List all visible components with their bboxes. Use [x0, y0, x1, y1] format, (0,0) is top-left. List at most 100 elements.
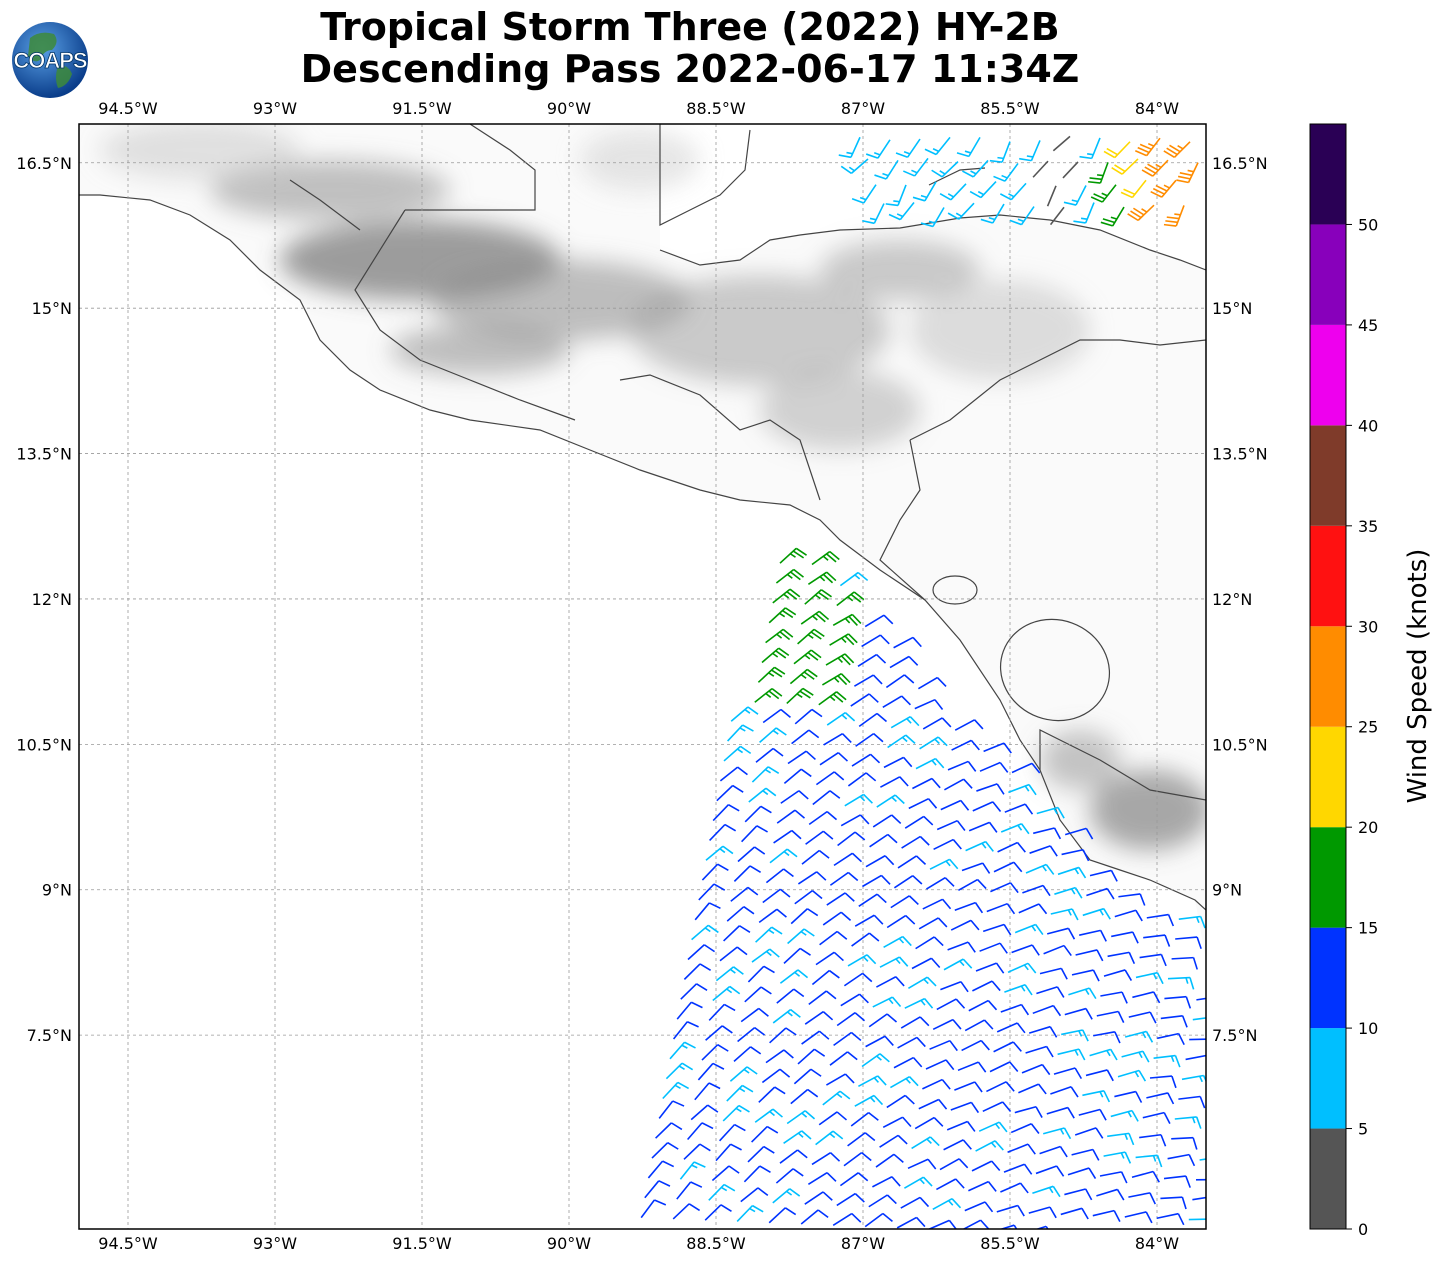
- wind-barb: [1036, 806, 1065, 819]
- wind-barb: [1139, 953, 1167, 967]
- wind-barb: [939, 183, 967, 201]
- wind-barb: [715, 966, 744, 982]
- wind-barb: [783, 947, 811, 964]
- wind-barb: [940, 980, 969, 993]
- wind-barb: [755, 747, 784, 763]
- wind-barb: [1057, 866, 1087, 879]
- wind-barb: [893, 874, 923, 889]
- wind-barb: [1046, 927, 1076, 940]
- wind-barb: [1164, 995, 1192, 1009]
- wind-barb: [679, 1161, 706, 1180]
- wind-barb: [989, 1061, 1019, 1073]
- wind-barb: [1018, 1083, 1047, 1095]
- wind-barb: [769, 1027, 797, 1044]
- wind-barb: [1050, 1086, 1079, 1098]
- wind-barb: [1117, 1069, 1147, 1082]
- wind-barb: [727, 724, 754, 742]
- wind-barb: [1118, 893, 1146, 906]
- wind-barb: [920, 207, 945, 228]
- wind-barb: [708, 1003, 736, 1021]
- wind-barb: [1157, 1032, 1185, 1046]
- wind-barb: [762, 888, 791, 904]
- wind-barb: [701, 1043, 729, 1061]
- wind-barb: [793, 1068, 822, 1085]
- wind-barb: [904, 997, 934, 1009]
- wind-barb: [980, 203, 1005, 224]
- wind-barb: [1143, 934, 1171, 947]
- wind-barb: [976, 783, 1005, 795]
- wind-barb: [808, 810, 838, 826]
- wind-barb: [868, 1013, 898, 1028]
- wind-barb: [1021, 1063, 1051, 1076]
- wind-barb: [865, 855, 895, 868]
- wind-barb: [914, 698, 944, 710]
- wind-barb: [936, 1178, 965, 1191]
- wind-barb: [1076, 1228, 1080, 1229]
- wind-barb: [1007, 962, 1037, 974]
- wind-barb: [874, 159, 899, 180]
- wind-barb: [1160, 1196, 1187, 1210]
- lat-tick-label-right: 13.5°N: [1212, 445, 1268, 464]
- wind-barb: [1096, 1010, 1125, 1023]
- wind-barb: [1093, 1031, 1121, 1044]
- wind-barb: [939, 1158, 969, 1171]
- wind-barb: [704, 1204, 732, 1221]
- wind-barb: [907, 976, 937, 990]
- wind-barb: [1032, 1185, 1061, 1198]
- wind-barb: [1160, 1014, 1188, 1028]
- wind-barb: [811, 550, 840, 566]
- wind-barb: [744, 986, 772, 1003]
- wind-barb: [658, 1100, 685, 1119]
- wind-barb: [850, 1111, 879, 1127]
- wind-barb: [865, 1035, 894, 1048]
- wind-barb: [858, 712, 888, 728]
- wind-barb: [900, 1016, 930, 1029]
- wind-barb: [954, 901, 984, 914]
- wind-barb: [818, 691, 847, 706]
- wind-barb: [1100, 991, 1128, 1004]
- wind-barb: [1003, 1163, 1033, 1175]
- wind-barb: [1043, 944, 1072, 957]
- wind-barb: [879, 1134, 908, 1148]
- wind-barb: [840, 158, 869, 175]
- wind-barb: [954, 719, 984, 731]
- wind-barb: [890, 716, 920, 729]
- wind-barb: [776, 809, 806, 824]
- wind-barb: [933, 838, 962, 851]
- wind-barb: [893, 636, 922, 649]
- wind-barb: [1032, 1004, 1062, 1017]
- lat-tick-label-right: 7.5°N: [1212, 1026, 1257, 1045]
- wind-barb: [800, 1209, 829, 1225]
- wind-barb: [783, 1130, 812, 1145]
- colorbar-label: Wind Speed (knots): [1403, 548, 1433, 804]
- wind-barb: [1135, 1154, 1163, 1168]
- wind-barb: [922, 898, 952, 910]
- wind-barb: [887, 734, 916, 749]
- wind-barb: [768, 607, 797, 624]
- land-mass: [79, 124, 1206, 960]
- wind-barb: [665, 1062, 694, 1080]
- lon-tick-label-top: 87°W: [841, 99, 885, 118]
- wind-barb: [1014, 923, 1044, 936]
- wind-barb: [993, 1041, 1022, 1053]
- wind-barb: [1079, 137, 1101, 160]
- wind-barb: [922, 717, 952, 730]
- wind-barb: [1192, 1196, 1206, 1201]
- lat-tick-label-right: 10.5°N: [1212, 735, 1268, 754]
- wind-barb: [726, 906, 755, 922]
- wind-barb: [954, 1081, 983, 1093]
- wind-barb: [943, 958, 973, 971]
- wind-barb: [715, 1143, 742, 1162]
- gridlines: [79, 124, 1206, 1229]
- wind-barb: [823, 732, 852, 746]
- wind-barb: [1008, 783, 1037, 796]
- wind-barb: [694, 902, 721, 921]
- wind-barb: [902, 157, 929, 177]
- wind-barb: [1128, 1011, 1157, 1024]
- wind-barb: [971, 1160, 1001, 1172]
- wind-barb: [683, 963, 712, 980]
- wind-barb: [951, 739, 980, 751]
- wind-barb: [851, 932, 880, 947]
- wind-barb: [858, 1075, 887, 1088]
